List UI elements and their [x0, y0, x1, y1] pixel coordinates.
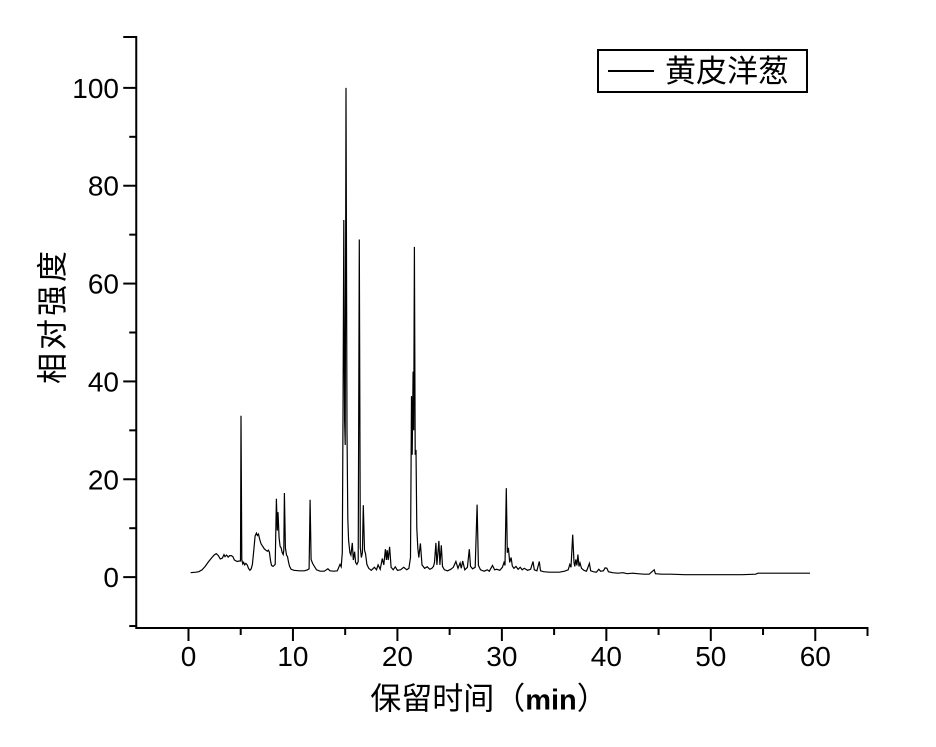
x-tick-label: 40: [591, 641, 622, 672]
x-tick-label: 20: [382, 641, 413, 672]
y-tick-label: 60: [88, 269, 119, 300]
x-axis-title-prefix: 保留时间（: [370, 681, 526, 717]
y-tick-label: 40: [88, 366, 119, 397]
legend-box: 黄皮洋葱: [597, 49, 808, 93]
x-tick-label: 0: [181, 641, 197, 672]
x-axis-title: 保留时间（min）: [370, 674, 608, 719]
legend-line-sample: [608, 70, 654, 72]
legend-label: 黄皮洋葱: [665, 53, 789, 89]
axis-spines: [123, 36, 869, 636]
y-tick-label: 80: [88, 171, 119, 202]
x-tick-label: 30: [486, 641, 517, 672]
y-tick-label: 0: [103, 562, 119, 593]
x-tick-label: 60: [800, 641, 831, 672]
y-axis-title-text: 相对强度: [35, 248, 71, 384]
x-tick-label: 10: [277, 641, 308, 672]
chromatogram-trace: [190, 87, 810, 576]
x-axis-title-unit: min: [525, 684, 577, 717]
x-tick-label: 50: [695, 641, 726, 672]
x-axis-title-suffix: ）: [576, 681, 608, 717]
y-tick-label: 20: [88, 464, 119, 495]
y-tick-label: 100: [72, 73, 119, 104]
y-axis-title: 相对强度: [28, 248, 73, 384]
